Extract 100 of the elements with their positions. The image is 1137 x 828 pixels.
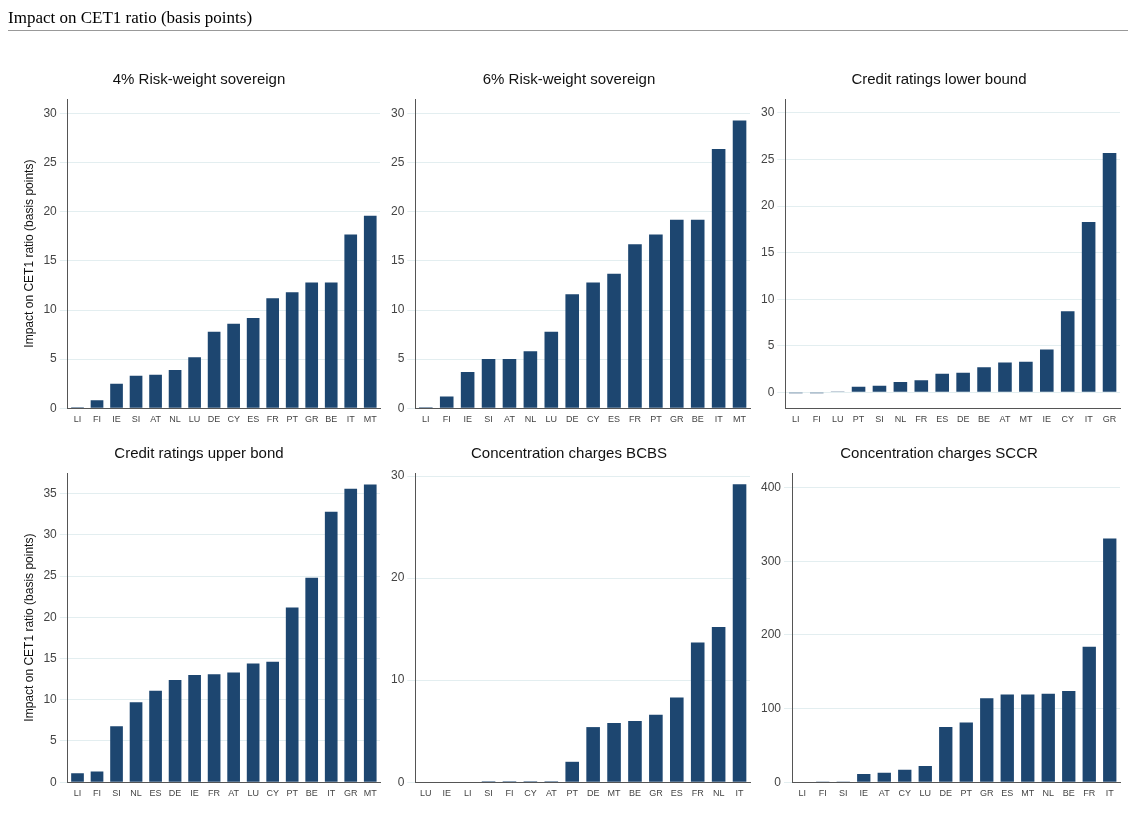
bar <box>607 723 621 782</box>
y-tick-label: 25 <box>43 568 58 583</box>
x-tick-label: CY <box>227 414 240 425</box>
y-tick-label: 5 <box>767 338 775 353</box>
y-axis-title: Impact on CET1 ratio (basis points) <box>21 159 36 348</box>
y-tick-label: 30 <box>390 106 405 121</box>
bar <box>188 675 201 782</box>
x-tick-label: DE <box>207 414 221 425</box>
bar <box>857 774 871 782</box>
y-tick-label: 15 <box>43 650 58 665</box>
x-tick-label: SI <box>484 414 493 425</box>
bar <box>565 761 580 782</box>
y-tick-label: 25 <box>390 155 405 170</box>
x-tick-label: IT <box>1084 414 1094 425</box>
x-tick-label: SI <box>875 414 884 425</box>
x-tick-label: FI <box>818 788 827 799</box>
x-tick-label: AT <box>504 414 516 425</box>
x-tick-label: GR <box>670 414 685 425</box>
bar <box>363 484 377 782</box>
x-tick-label: PT <box>650 414 663 425</box>
bar <box>914 380 929 392</box>
bar <box>285 607 299 782</box>
bar <box>129 375 143 408</box>
y-tick-label: 10 <box>390 672 405 687</box>
bar <box>998 362 1012 392</box>
x-tick-label: MT <box>733 414 747 425</box>
x-tick-label: ES <box>149 788 162 799</box>
x-tick-label: FR <box>628 414 642 425</box>
x-tick-label: IT <box>714 414 724 425</box>
chart-title: Credit ratings upper bond <box>114 444 284 462</box>
x-tick-label: GR <box>304 414 319 425</box>
x-tick-label: IE <box>112 414 121 425</box>
bar <box>586 282 600 408</box>
x-tick-label: LI <box>73 788 82 799</box>
bar <box>502 359 517 408</box>
x-tick-label: NL <box>130 788 142 799</box>
x-tick-label: BE <box>628 788 641 799</box>
x-tick-label: GR <box>649 788 664 799</box>
x-tick-label: AT <box>878 788 891 799</box>
y-tick-label: 0 <box>50 400 58 415</box>
x-tick-label: CY <box>524 788 537 799</box>
x-tick-label: LI <box>463 788 472 799</box>
bar <box>1062 690 1076 782</box>
x-tick-label: IE <box>442 788 451 799</box>
x-tick-label: LU <box>247 788 259 799</box>
x-tick-label: FR <box>915 414 928 425</box>
bar <box>851 386 866 392</box>
x-tick-label: SI <box>131 414 141 425</box>
x-tick-label: FR <box>691 788 705 799</box>
x-tick-label: LI <box>792 414 800 425</box>
x-tick-label: ES <box>247 414 260 425</box>
y-tick-label: 5 <box>50 733 58 748</box>
x-tick-label: LU <box>545 414 558 425</box>
text: Impact on CET1 ratio (basis points) <box>8 8 1128 31</box>
bar <box>149 374 162 408</box>
bar <box>918 766 932 782</box>
x-tick-label: PT <box>286 788 299 799</box>
x-tick-label: AT <box>228 788 240 799</box>
x-tick-label: FI <box>93 414 102 425</box>
x-tick-label: DE <box>939 788 953 799</box>
bar <box>285 292 299 408</box>
x-tick-label: MT <box>1019 414 1033 425</box>
bar <box>935 373 950 392</box>
x-tick-label: MT <box>607 788 622 799</box>
y-tick-label: 30 <box>43 106 58 121</box>
bar <box>939 726 953 782</box>
y-tick-label: 5 <box>397 351 405 366</box>
y-tick-label: 30 <box>43 527 58 542</box>
bar <box>711 627 726 782</box>
chart-title: 6% Risk-weight sovereign <box>482 70 656 88</box>
x-tick-label: PT <box>566 788 579 799</box>
bar <box>1040 349 1054 392</box>
bar <box>1060 311 1075 392</box>
y-tick-label: 20 <box>390 204 405 219</box>
x-tick-label: BE <box>1062 788 1075 799</box>
y-tick-label: 10 <box>390 302 405 317</box>
x-tick-label: ES <box>608 414 621 425</box>
bar <box>460 371 475 408</box>
bar <box>1021 694 1035 782</box>
x-tick-label: CY <box>898 788 912 799</box>
bar <box>481 359 496 408</box>
x-tick-label: BE <box>305 788 318 799</box>
y-tick-label: 100 <box>760 700 782 715</box>
bar <box>670 697 684 782</box>
bar <box>266 661 280 782</box>
chart-title: Concentration charges SCCR <box>840 444 1038 462</box>
x-tick-label: ES <box>936 414 949 425</box>
x-tick-label: CY <box>1061 414 1074 425</box>
bar <box>207 331 221 408</box>
x-tick-label: IT <box>346 414 356 425</box>
y-tick-label: 20 <box>43 204 58 219</box>
x-tick-label: IE <box>859 788 869 799</box>
bar <box>110 726 123 782</box>
x-tick-label: LU <box>420 788 432 799</box>
bar <box>110 383 123 408</box>
chart-title: Concentration charges BCBS <box>471 444 667 462</box>
x-tick-label: LU <box>831 414 844 425</box>
x-tick-label: BE <box>691 414 704 425</box>
bar <box>690 219 705 408</box>
y-tick-label: 0 <box>774 774 782 789</box>
